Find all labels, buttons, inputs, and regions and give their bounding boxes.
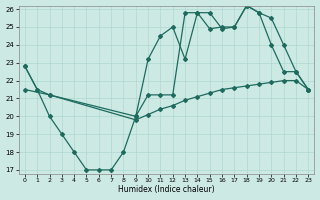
X-axis label: Humidex (Indice chaleur): Humidex (Indice chaleur) [118, 185, 215, 194]
